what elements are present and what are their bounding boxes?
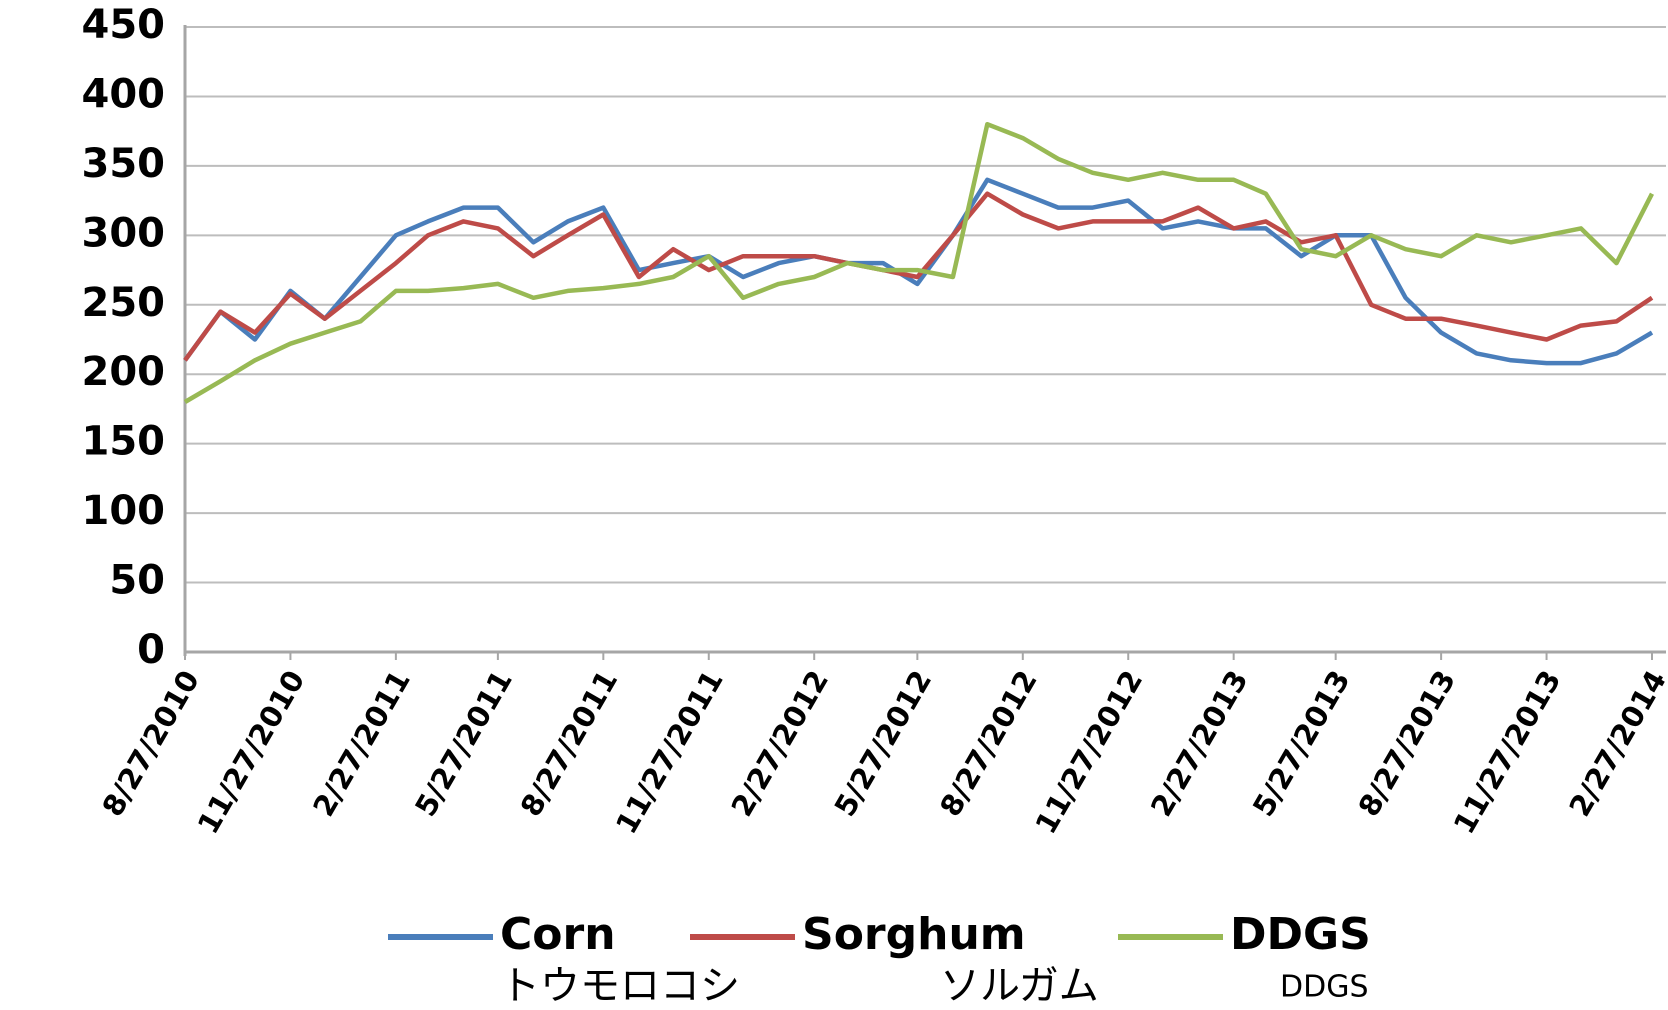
legend-label: DDGS: [1230, 909, 1371, 960]
x-tick-label: 5/27/2013: [1246, 665, 1357, 823]
x-tick-label: 11/27/2012: [1028, 665, 1149, 840]
x-tick-label: 2/27/2013: [1144, 665, 1255, 823]
y-tick-label: 0: [137, 627, 165, 673]
x-tick-label: 11/27/2013: [1447, 665, 1568, 840]
y-tick-label: 150: [82, 419, 166, 465]
x-tick-label: 8/27/2013: [1351, 665, 1462, 823]
x-tick-label: 8/27/2010: [95, 665, 206, 823]
legend-subtitle: ソルガム: [940, 963, 1099, 1009]
series-line: [183, 191, 1654, 362]
legend-label: Corn: [500, 909, 616, 960]
y-tick-label: 200: [82, 349, 166, 395]
x-tick-label: 2/27/2014: [1562, 665, 1668, 823]
x-tick-label: 2/27/2011: [306, 665, 417, 823]
x-tick-label: 8/27/2011: [514, 665, 625, 823]
x-tick-label: 5/27/2012: [828, 665, 939, 823]
y-tick-label: 100: [82, 488, 166, 534]
series-line: [183, 177, 1654, 366]
series-line: [183, 121, 1655, 404]
y-tick-label: 300: [82, 210, 166, 256]
legend-label: Sorghum: [802, 909, 1026, 960]
x-tick-label: 11/27/2011: [609, 665, 730, 840]
x-tick-label: 2/27/2012: [725, 665, 836, 823]
legend-subtitle: トウモロコシ: [500, 963, 740, 1009]
x-tick-label: 11/27/2010: [191, 665, 312, 840]
y-tick-label: 400: [82, 71, 166, 117]
y-tick-label: 350: [82, 141, 166, 187]
x-tick-label: 8/27/2012: [933, 665, 1044, 823]
y-tick-label: 50: [109, 558, 165, 604]
y-tick-label: 250: [82, 280, 166, 326]
x-tick-label: 5/27/2011: [408, 665, 519, 823]
legend-subtitle: DDGS: [1280, 970, 1369, 1005]
y-tick-label: 450: [82, 2, 166, 48]
